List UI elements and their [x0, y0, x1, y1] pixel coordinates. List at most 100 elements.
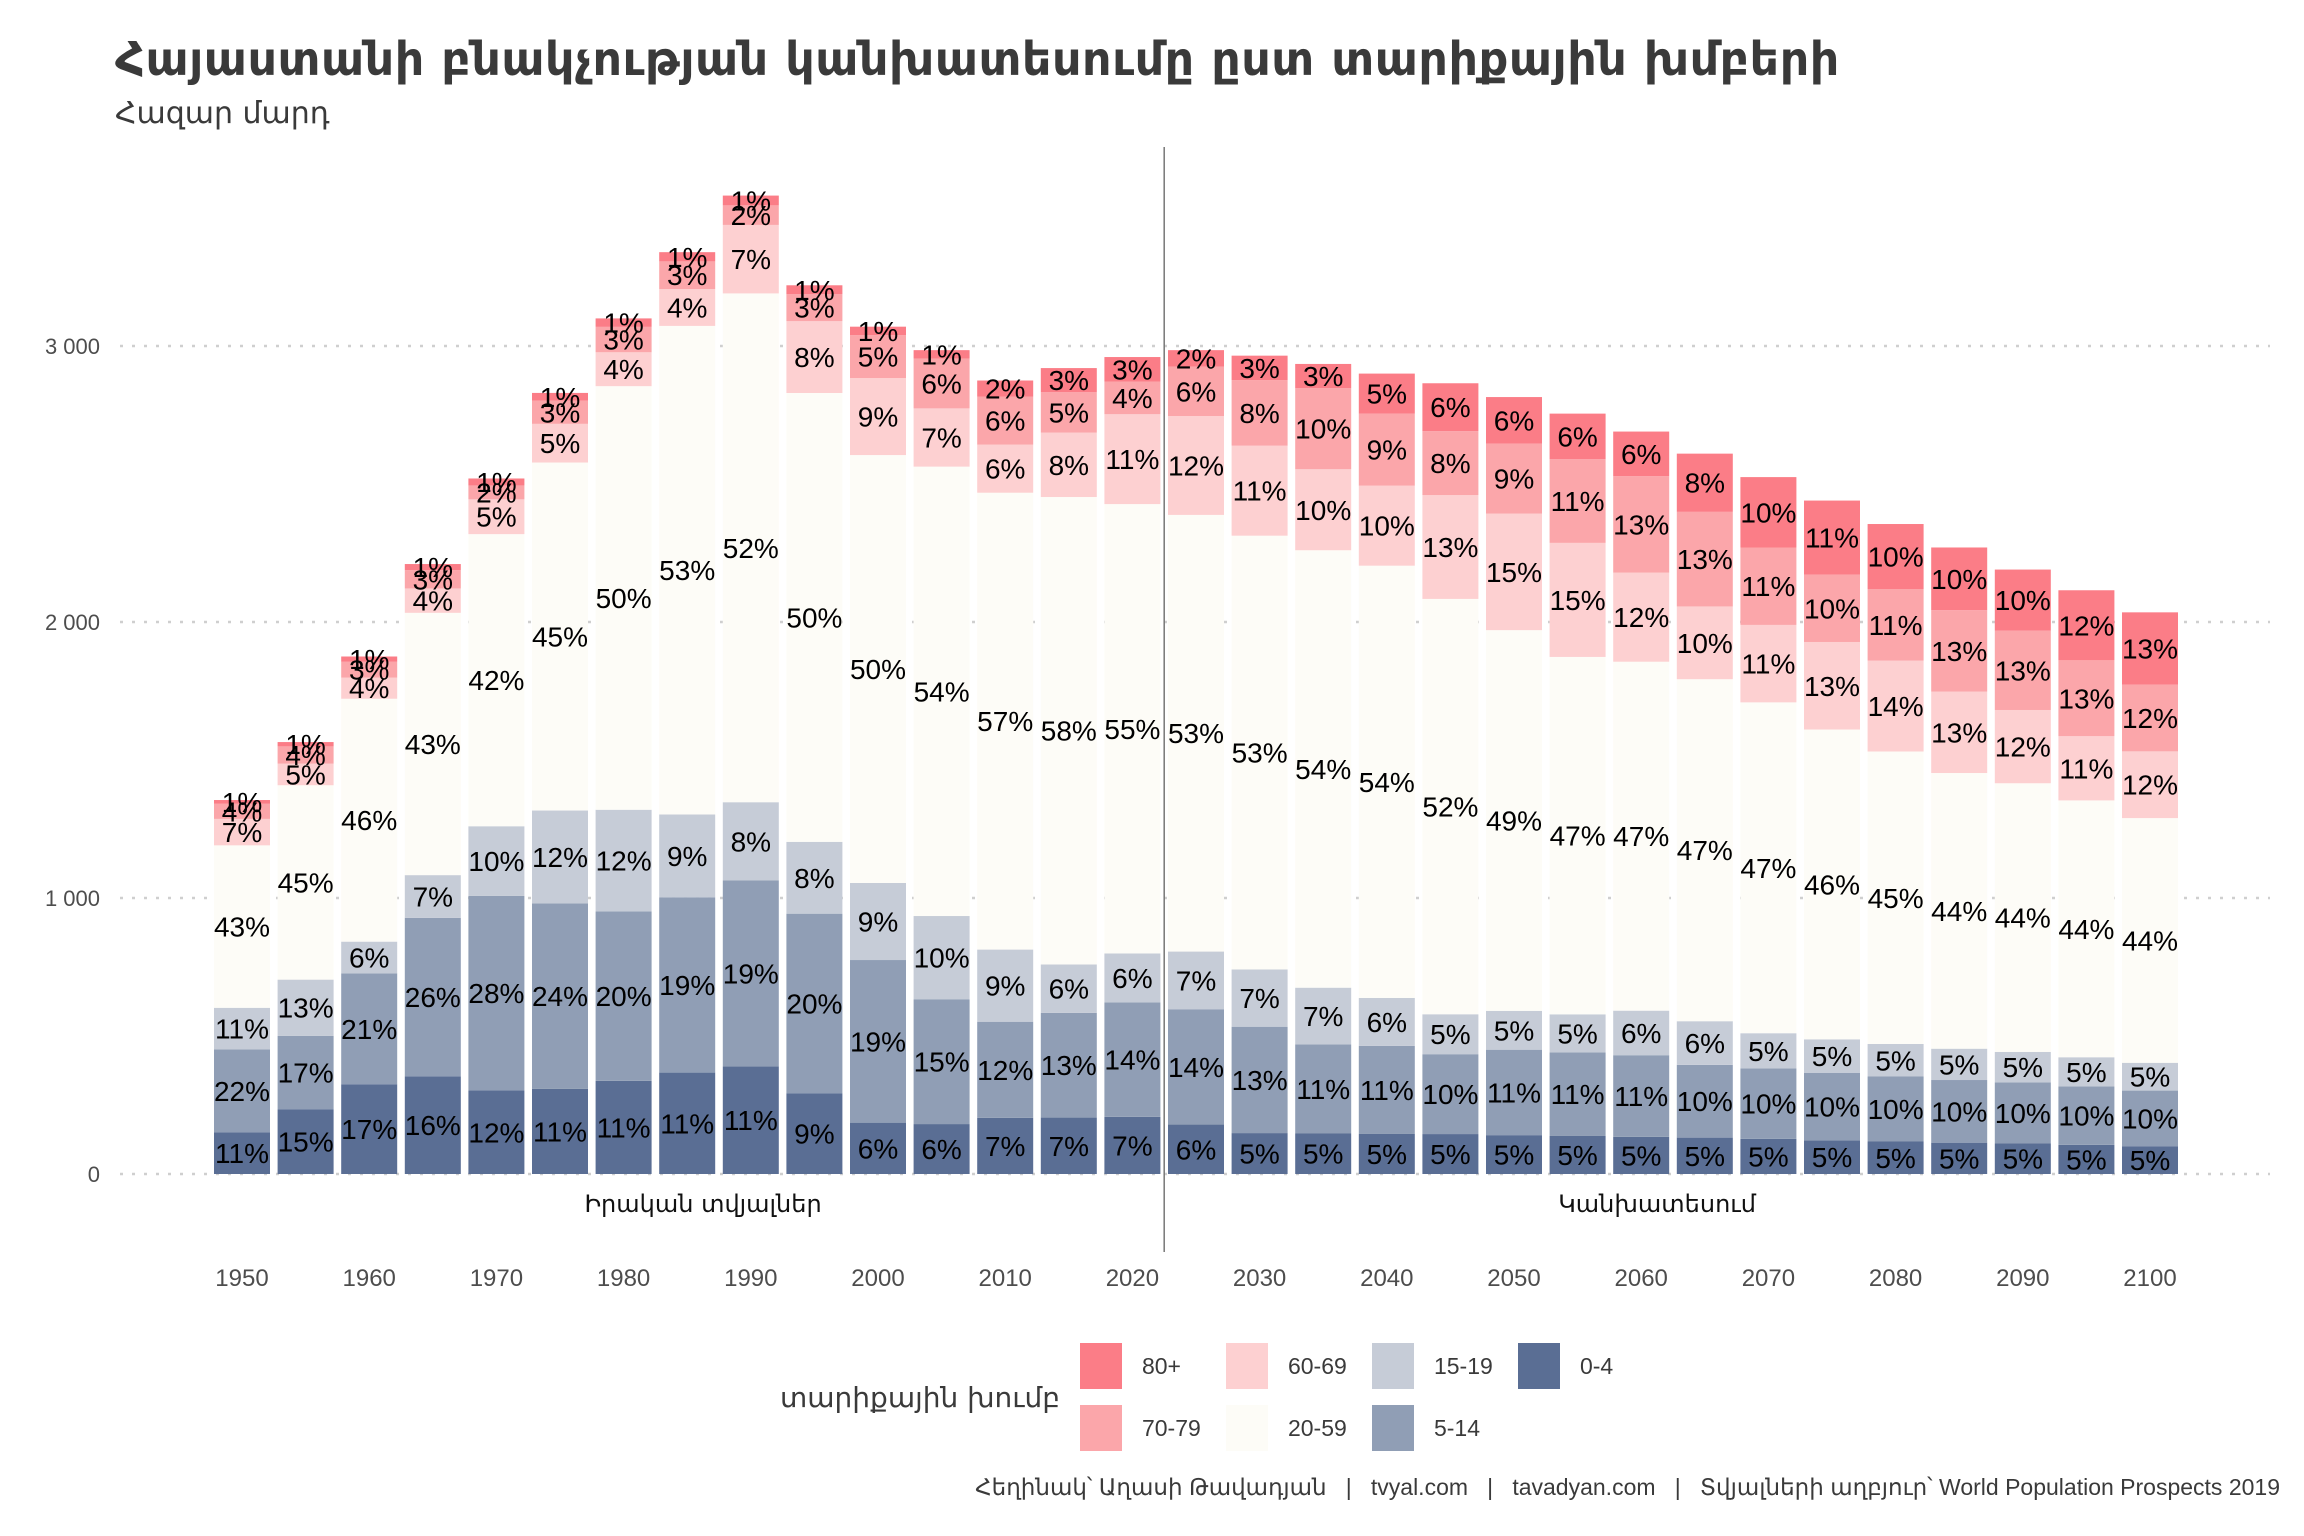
segment-label: 6% — [1621, 1018, 1661, 1049]
segment-label: 12% — [1613, 602, 1669, 633]
segment-label: 1% — [413, 552, 453, 583]
segment-label: 5% — [285, 759, 325, 790]
segment-label: 9% — [667, 841, 707, 872]
bar-segment-60-69-1995 — [786, 321, 843, 394]
segment-label: 13% — [1041, 1050, 1097, 1081]
bar-segment-20-59-1980 — [595, 386, 652, 810]
bar-segment-20-59-2065 — [1676, 679, 1733, 1022]
bar-segment-80+-1950 — [214, 800, 270, 804]
bar-segment-15-19-2100 — [2122, 1062, 2178, 1091]
period-label-actual: Իրական տվյալներ — [584, 1190, 821, 1218]
bar-segment-20-59-2060 — [1613, 661, 1670, 1011]
bar-segment-20-59-2000 — [850, 455, 906, 884]
segment-label: 11% — [1296, 1074, 1350, 1105]
segment-label: 13% — [1995, 655, 2051, 686]
bar-segment-80+-2045 — [1422, 383, 1479, 432]
bar-segment-70-79-1985 — [659, 261, 716, 290]
segment-label: 5% — [1494, 1140, 1534, 1171]
x-tick-label: 2030 — [1233, 1265, 1286, 1292]
legend-title: տարիքային խումբ — [780, 1380, 1060, 1414]
segment-label: 8% — [1430, 448, 1470, 479]
bar-segment-5-14-2015 — [1040, 1012, 1097, 1118]
bar-segment-60-69-2025 — [1168, 416, 1224, 515]
segment-label: 3% — [1239, 353, 1279, 384]
bar-segment-80+-2030 — [1231, 355, 1288, 381]
bar-segment-0-4-2025 — [1168, 1124, 1224, 1174]
bar-segment-70-79-2030 — [1231, 380, 1288, 446]
bar-segment-70-79-2080 — [1867, 589, 1924, 661]
bar-segment-15-19-2050 — [1486, 1010, 1542, 1050]
segment-label: 11% — [2059, 753, 2113, 784]
legend-swatch — [1371, 1405, 1414, 1451]
bar-segment-0-4-2090 — [1994, 1143, 2051, 1174]
segment-label: 12% — [2122, 770, 2178, 801]
x-tick-label: 2020 — [1106, 1265, 1159, 1292]
segment-label: 20% — [786, 988, 842, 1019]
segment-label: 4% — [222, 796, 262, 827]
bar-segment-5-14-1995 — [786, 913, 843, 1094]
bar-segment-60-69-2050 — [1486, 513, 1542, 631]
bar-segment-80+-1955 — [277, 742, 334, 747]
bar-segment-70-79-2075 — [1804, 574, 1860, 642]
bar-segment-60-69-2070 — [1740, 624, 1797, 703]
bar-segment-60-69-2045 — [1422, 495, 1479, 599]
segment-label: 5% — [1557, 1018, 1597, 1049]
bar-segment-15-19-1995 — [786, 841, 843, 914]
bar-segment-20-59-1975 — [532, 462, 588, 811]
legend-swatch — [1079, 1343, 1122, 1389]
bar-segment-60-69-2065 — [1676, 606, 1733, 680]
segment-label: 9% — [794, 1119, 834, 1150]
segment-label: 4% — [1112, 383, 1152, 414]
bar-segment-70-79-1950 — [214, 803, 270, 819]
bar-segment-5-14-2095 — [2058, 1086, 2115, 1145]
bar-segment-20-59-2040 — [1358, 565, 1415, 998]
bar-segment-60-69-1975 — [532, 423, 588, 463]
bar-segment-15-19-2090 — [1994, 1051, 2051, 1083]
segment-label: 15% — [1486, 557, 1542, 588]
segment-label: 11% — [724, 1105, 778, 1136]
segment-label: 50% — [786, 602, 842, 633]
y-tick-label: 2 000 — [45, 610, 100, 635]
segment-label: 44% — [2122, 925, 2178, 956]
segment-label: 6% — [1367, 1007, 1407, 1038]
bar-segment-5-14-2070 — [1740, 1068, 1797, 1139]
bar-segment-60-69-1990 — [722, 224, 779, 294]
segment-label: 12% — [977, 1055, 1033, 1086]
segment-label: 6% — [1621, 439, 1661, 470]
segment-label: 46% — [341, 805, 397, 836]
segment-label: 5% — [2003, 1144, 2043, 1175]
bar-segment-20-59-2035 — [1295, 550, 1352, 988]
segment-label: 6% — [1430, 392, 1470, 423]
segment-label: 50% — [596, 583, 652, 614]
segment-label: 47% — [1677, 835, 1733, 866]
bar-segment-5-14-1990 — [722, 880, 779, 1067]
segment-label: 19% — [850, 1026, 906, 1057]
segment-label: 17% — [278, 1057, 334, 1088]
segment-label: 24% — [532, 981, 588, 1012]
bar-segment-15-19-2045 — [1422, 1014, 1479, 1055]
segment-label: 11% — [533, 1116, 587, 1147]
bar-segment-80+-1960 — [341, 656, 398, 662]
bar-segment-5-14-2085 — [1931, 1080, 1988, 1143]
segment-label: 1% — [476, 467, 516, 498]
bar-segment-70-79-1955 — [277, 746, 334, 764]
bar-segment-60-69-2060 — [1613, 572, 1670, 662]
segment-label: 10% — [1995, 585, 2051, 616]
segment-label: 3% — [603, 325, 643, 356]
segment-label: 10% — [914, 943, 970, 974]
segment-label: 5% — [1621, 1140, 1661, 1171]
bar-segment-20-59-1985 — [659, 325, 716, 815]
bar-segment-20-59-2045 — [1422, 598, 1479, 1015]
segment-label: 10% — [1804, 1092, 1860, 1123]
segment-label: 4% — [603, 354, 643, 385]
segment-label: 50% — [850, 654, 906, 685]
segment-label: 11% — [1551, 486, 1605, 517]
bar-segment-80+-1970 — [468, 478, 525, 486]
bar-segment-15-19-2000 — [850, 883, 906, 961]
segment-label: 7% — [985, 1131, 1025, 1162]
legend-item-15-19: 15-19 — [1371, 1335, 1518, 1397]
bar-segment-60-69-1950 — [214, 818, 270, 846]
segment-label: 58% — [1041, 716, 1097, 747]
bar-segment-15-19-2065 — [1676, 1021, 1733, 1065]
bar-segment-60-69-2015 — [1040, 432, 1097, 498]
